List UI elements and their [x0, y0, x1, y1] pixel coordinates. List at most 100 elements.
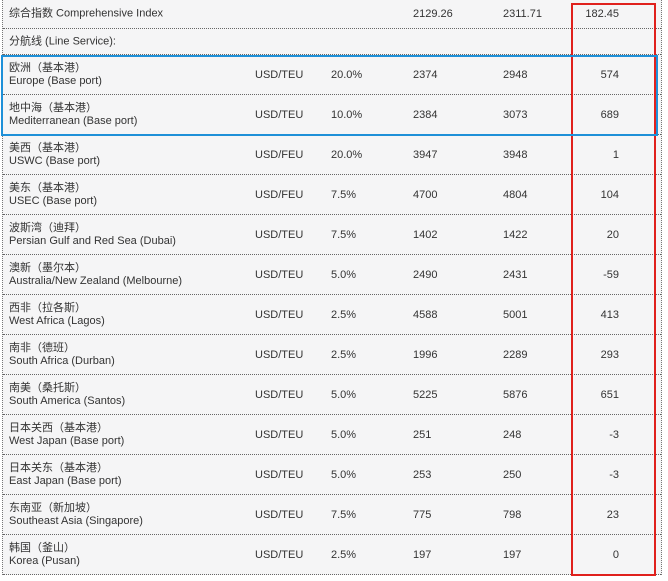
route-name: 美东（基本港） USEC (Base port)	[9, 182, 97, 208]
route-name-cn: 美西（基本港）	[9, 141, 86, 154]
weight: 5.0%	[331, 268, 357, 281]
route-row: 美东（基本港） USEC (Base port) USD/FEU 7.5% 470…	[3, 175, 661, 215]
route-row: 西非（拉各斯） West Africa (Lagos) USD/TEU 2.5% …	[3, 295, 661, 335]
current-value: 4804	[503, 188, 528, 201]
route-name-en: Korea (Pusan)	[9, 554, 80, 567]
weight: 7.5%	[331, 188, 357, 201]
route-name-cn: 西非（拉各斯）	[9, 301, 86, 314]
route-name: 地中海（基本港） Mediterranean (Base port)	[9, 102, 137, 128]
unit: USD/TEU	[255, 508, 304, 521]
route-row: 东南亚（新加坡） Southeast Asia (Singapore) USD/T…	[3, 495, 661, 535]
current-value: 1422	[503, 228, 528, 241]
weight: 5.0%	[331, 428, 357, 441]
route-name-cn: 波斯湾（迪拜）	[9, 221, 86, 234]
route-name: 南美（桑托斯） South America (Santos)	[9, 382, 125, 408]
route-name-en: South America (Santos)	[9, 394, 126, 407]
route-row: 南美（桑托斯） South America (Santos) USD/TEU 5.…	[3, 375, 661, 415]
route-name-cn: 南美（桑托斯）	[9, 381, 86, 394]
route-name-cn: 日本关东（基本港）	[9, 461, 108, 474]
current-value: 3073	[503, 108, 528, 121]
previous-value: 1402	[413, 228, 438, 241]
route-name: 美西（基本港） USWC (Base port)	[9, 142, 100, 168]
weight: 20.0%	[331, 68, 363, 81]
route-row: 韩国（釜山） Korea (Pusan) USD/TEU 2.5% 197 197…	[3, 535, 661, 575]
unit: USD/TEU	[255, 108, 304, 121]
route-row: 波斯湾（迪拜） Persian Gulf and Red Sea (Dubai) …	[3, 215, 661, 255]
route-name-cn: 欧洲（基本港）	[9, 61, 86, 74]
unit: USD/TEU	[255, 548, 304, 561]
unit: USD/TEU	[255, 68, 304, 81]
change-value: 574	[600, 68, 619, 81]
weight: 10.0%	[331, 108, 363, 121]
route-name: 韩国（釜山） Korea (Pusan)	[9, 542, 80, 568]
current-value: 5001	[503, 308, 528, 321]
unit: USD/FEU	[255, 148, 304, 161]
freight-index-table: 综合指数 Comprehensive Index 2129.26 2311.71…	[2, 0, 662, 575]
weight: 7.5%	[331, 228, 357, 241]
weight: 2.5%	[331, 308, 357, 321]
unit: USD/TEU	[255, 228, 304, 241]
route-name: 西非（拉各斯） West Africa (Lagos)	[9, 302, 105, 328]
change-value: 1	[612, 148, 619, 161]
current-value: 248	[503, 428, 522, 441]
route-name-en: Persian Gulf and Red Sea (Dubai)	[9, 234, 176, 247]
route-name-en: Mediterranean (Base port)	[9, 114, 138, 127]
change-value: -3	[609, 468, 619, 481]
route-name-en: Europe (Base port)	[9, 74, 102, 87]
route-row: 地中海（基本港） Mediterranean (Base port) USD/TE…	[3, 95, 661, 135]
composite-row: 综合指数 Comprehensive Index 2129.26 2311.71…	[3, 0, 661, 29]
weight: 2.5%	[331, 348, 357, 361]
route-name-en: South Africa (Durban)	[9, 354, 115, 367]
route-name-en: Australia/New Zealand (Melbourne)	[9, 274, 183, 287]
change-value: -59	[603, 268, 619, 281]
unit: USD/TEU	[255, 468, 304, 481]
route-name: 澳新（墨尔本） Australia/New Zealand (Melbourne)	[9, 262, 182, 288]
change-value: 293	[600, 348, 619, 361]
route-name: 日本关东（基本港） East Japan (Base port)	[9, 462, 122, 488]
route-row: 南非（德班） South Africa (Durban) USD/TEU 2.5%…	[3, 335, 661, 375]
route-row: 澳新（墨尔本） Australia/New Zealand (Melbourne)…	[3, 255, 661, 295]
route-name-en: East Japan (Base port)	[9, 474, 122, 487]
previous-value: 5225	[413, 388, 438, 401]
section-label: 分航线 (Line Service):	[9, 35, 116, 47]
current-value: 3948	[503, 148, 528, 161]
previous-value: 3947	[413, 148, 438, 161]
route-name-cn: 韩国（釜山）	[9, 541, 75, 554]
route-row: 美西（基本港） USWC (Base port) USD/FEU 20.0% 39…	[3, 135, 661, 175]
current-value: 2289	[503, 348, 528, 361]
previous-value: 253	[413, 468, 432, 481]
change-value: 689	[600, 108, 619, 121]
weight: 20.0%	[331, 148, 363, 161]
route-name: 波斯湾（迪拜） Persian Gulf and Red Sea (Dubai)	[9, 222, 176, 248]
change-value: 20	[606, 228, 619, 241]
weight: 7.5%	[331, 508, 357, 521]
route-name-en: West Japan (Base port)	[9, 434, 125, 447]
current-value: 197	[503, 548, 522, 561]
route-name-cn: 美东（基本港）	[9, 181, 86, 194]
route-name-cn: 东南亚（新加坡）	[9, 501, 97, 514]
route-row: 日本关东（基本港） East Japan (Base port) USD/TEU …	[3, 455, 661, 495]
previous-value: 1996	[413, 348, 438, 361]
route-name-cn: 澳新（墨尔本）	[9, 261, 86, 274]
previous-value: 251	[413, 428, 432, 441]
previous-value: 197	[413, 548, 432, 561]
previous-value: 4588	[413, 308, 438, 321]
route-name: 日本关西（基本港） West Japan (Base port)	[9, 422, 124, 448]
route-row: 日本关西（基本港） West Japan (Base port) USD/TEU …	[3, 415, 661, 455]
unit: USD/TEU	[255, 348, 304, 361]
route-name-en: USEC (Base port)	[9, 194, 98, 207]
route-name-en: West Africa (Lagos)	[9, 314, 105, 327]
route-name-en: USWC (Base port)	[9, 154, 101, 167]
change-value: 0	[612, 548, 619, 561]
route-name: 东南亚（新加坡） Southeast Asia (Singapore)	[9, 502, 143, 528]
route-name-cn: 地中海（基本港）	[9, 101, 97, 114]
change-value: 23	[606, 508, 619, 521]
route-row: 欧洲（基本港） Europe (Base port) USD/TEU 20.0% …	[3, 55, 661, 95]
route-name-cn: 南非（德班）	[9, 341, 75, 354]
previous-value: 2374	[413, 68, 438, 81]
unit: USD/TEU	[255, 268, 304, 281]
route-name: 南非（德班） South Africa (Durban)	[9, 342, 115, 368]
current-value: 2431	[503, 268, 528, 281]
current-value: 2311.71	[503, 8, 542, 20]
current-value: 798	[503, 508, 522, 521]
